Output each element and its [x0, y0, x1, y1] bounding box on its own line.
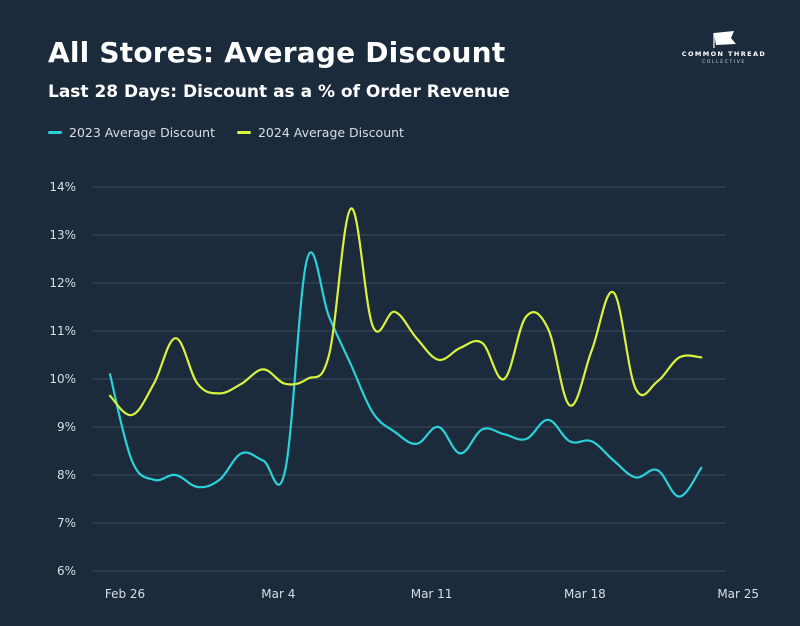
legend-swatch-2023 — [48, 130, 62, 134]
gridlines — [92, 186, 726, 572]
logo-subtext: COLLECTIVE — [702, 60, 746, 65]
y-tick-label: 14% — [49, 180, 76, 194]
y-tick-label: 11% — [49, 324, 76, 338]
flag-icon — [713, 31, 736, 48]
x-axis-ticks: Feb 26 Mar 4 Mar 11 Mar 18 Mar 25 — [105, 587, 759, 601]
x-tick-label: Mar 4 — [261, 587, 295, 601]
x-tick-label: Mar 18 — [564, 587, 606, 601]
series-line-2024 — [108, 207, 703, 417]
y-tick-label: 12% — [49, 276, 76, 290]
y-tick-label: 9% — [57, 420, 76, 434]
y-tick-label: 10% — [49, 372, 76, 386]
legend-item-2023: 2023 Average Discount — [48, 125, 215, 140]
y-axis-ticks: 6% 7% 8% 9% 10% 11% 12% 13% 14% — [49, 180, 76, 578]
logo-text: COMMON THREAD — [681, 50, 767, 58]
brand-logo: COMMON THREAD COLLECTIVE — [676, 30, 772, 74]
chart-subtitle: Last 28 Days: Discount as a % of Order R… — [48, 82, 510, 102]
series-lines — [108, 207, 703, 498]
y-tick-label: 6% — [57, 564, 76, 578]
legend-swatch-2024 — [236, 130, 251, 134]
y-tick-label: 8% — [57, 468, 76, 482]
legend-item-2024: 2024 Average Discount — [236, 124, 404, 140]
y-tick-label: 7% — [57, 516, 76, 530]
x-tick-label: Mar 25 — [717, 587, 759, 601]
legend-label-2024: 2024 Average Discount — [257, 124, 404, 140]
y-tick-label: 13% — [49, 228, 76, 242]
series-line-2023 — [108, 251, 703, 498]
legend-label-2023: 2023 Average Discount — [69, 124, 215, 140]
chart-title: All Stores: Average Discount — [48, 36, 506, 69]
x-tick-label: Feb 26 — [105, 587, 145, 601]
x-tick-label: Mar 11 — [411, 587, 453, 601]
chart-legend: 2023 Average Discount 2024 Average Disco… — [48, 123, 404, 141]
